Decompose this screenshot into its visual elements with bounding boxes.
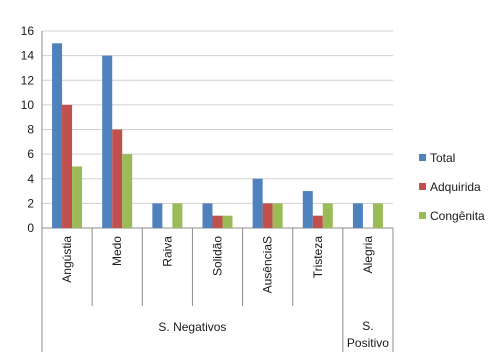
category-label: Tristeza	[311, 236, 325, 279]
bar-total	[52, 43, 63, 228]
bars	[52, 43, 383, 228]
y-tick-label: 0	[27, 221, 34, 235]
bar-adquirida	[62, 104, 73, 228]
bar-congênita	[322, 203, 333, 228]
gridlines	[42, 30, 393, 204]
legend-label: Adquirida	[430, 180, 481, 194]
y-tick-label: 16	[21, 24, 35, 38]
category-label: Raiva	[160, 236, 174, 267]
legend-label: Congênita	[430, 209, 485, 223]
bar-adquirida	[262, 203, 273, 228]
bar-congênita	[72, 166, 83, 228]
y-tick-label: 2	[27, 196, 34, 210]
bar-adquirida	[312, 215, 323, 228]
y-tick-label: 8	[27, 123, 34, 137]
group-label: S. Negativos	[158, 320, 226, 334]
category-label: Medo	[110, 236, 124, 266]
bar-total	[252, 178, 263, 228]
y-tick-label: 6	[27, 147, 34, 161]
bar-adquirida	[212, 215, 223, 228]
axis-labels: 0 2 4 6 8 10 12 14 16 Angústia Medo Raiva Solidão Aus…	[21, 24, 390, 350]
bar-total	[102, 55, 113, 228]
legend-swatch	[419, 183, 426, 190]
bar-congênita	[172, 203, 183, 228]
bar-congênita	[122, 154, 133, 228]
bar-total	[302, 191, 313, 228]
y-tick-label: 4	[27, 172, 34, 186]
category-label: Solidão	[211, 236, 225, 276]
bar-total	[352, 203, 363, 228]
y-tick-label: 10	[21, 98, 35, 112]
bar-total	[202, 203, 213, 228]
bar-congênita	[372, 203, 383, 228]
legend: Total Adquirida Congênita	[419, 151, 485, 223]
legend-label: Total	[430, 151, 455, 165]
legend-swatch	[419, 154, 426, 161]
bar-congênita	[222, 215, 233, 228]
group-label: S.	[362, 319, 373, 333]
legend-swatch	[419, 212, 426, 219]
y-tick-label: 14	[21, 49, 35, 63]
group-label: Positivo	[347, 336, 389, 350]
y-tick-label: 12	[21, 73, 35, 87]
axes	[41, 31, 394, 352]
bar-congênita	[272, 203, 283, 228]
bar-adquirida	[112, 129, 123, 228]
category-label: AusênciaS	[261, 236, 275, 293]
bar-total	[152, 203, 163, 228]
category-label: Alegria	[361, 236, 375, 274]
category-label: Angústia	[60, 236, 74, 283]
